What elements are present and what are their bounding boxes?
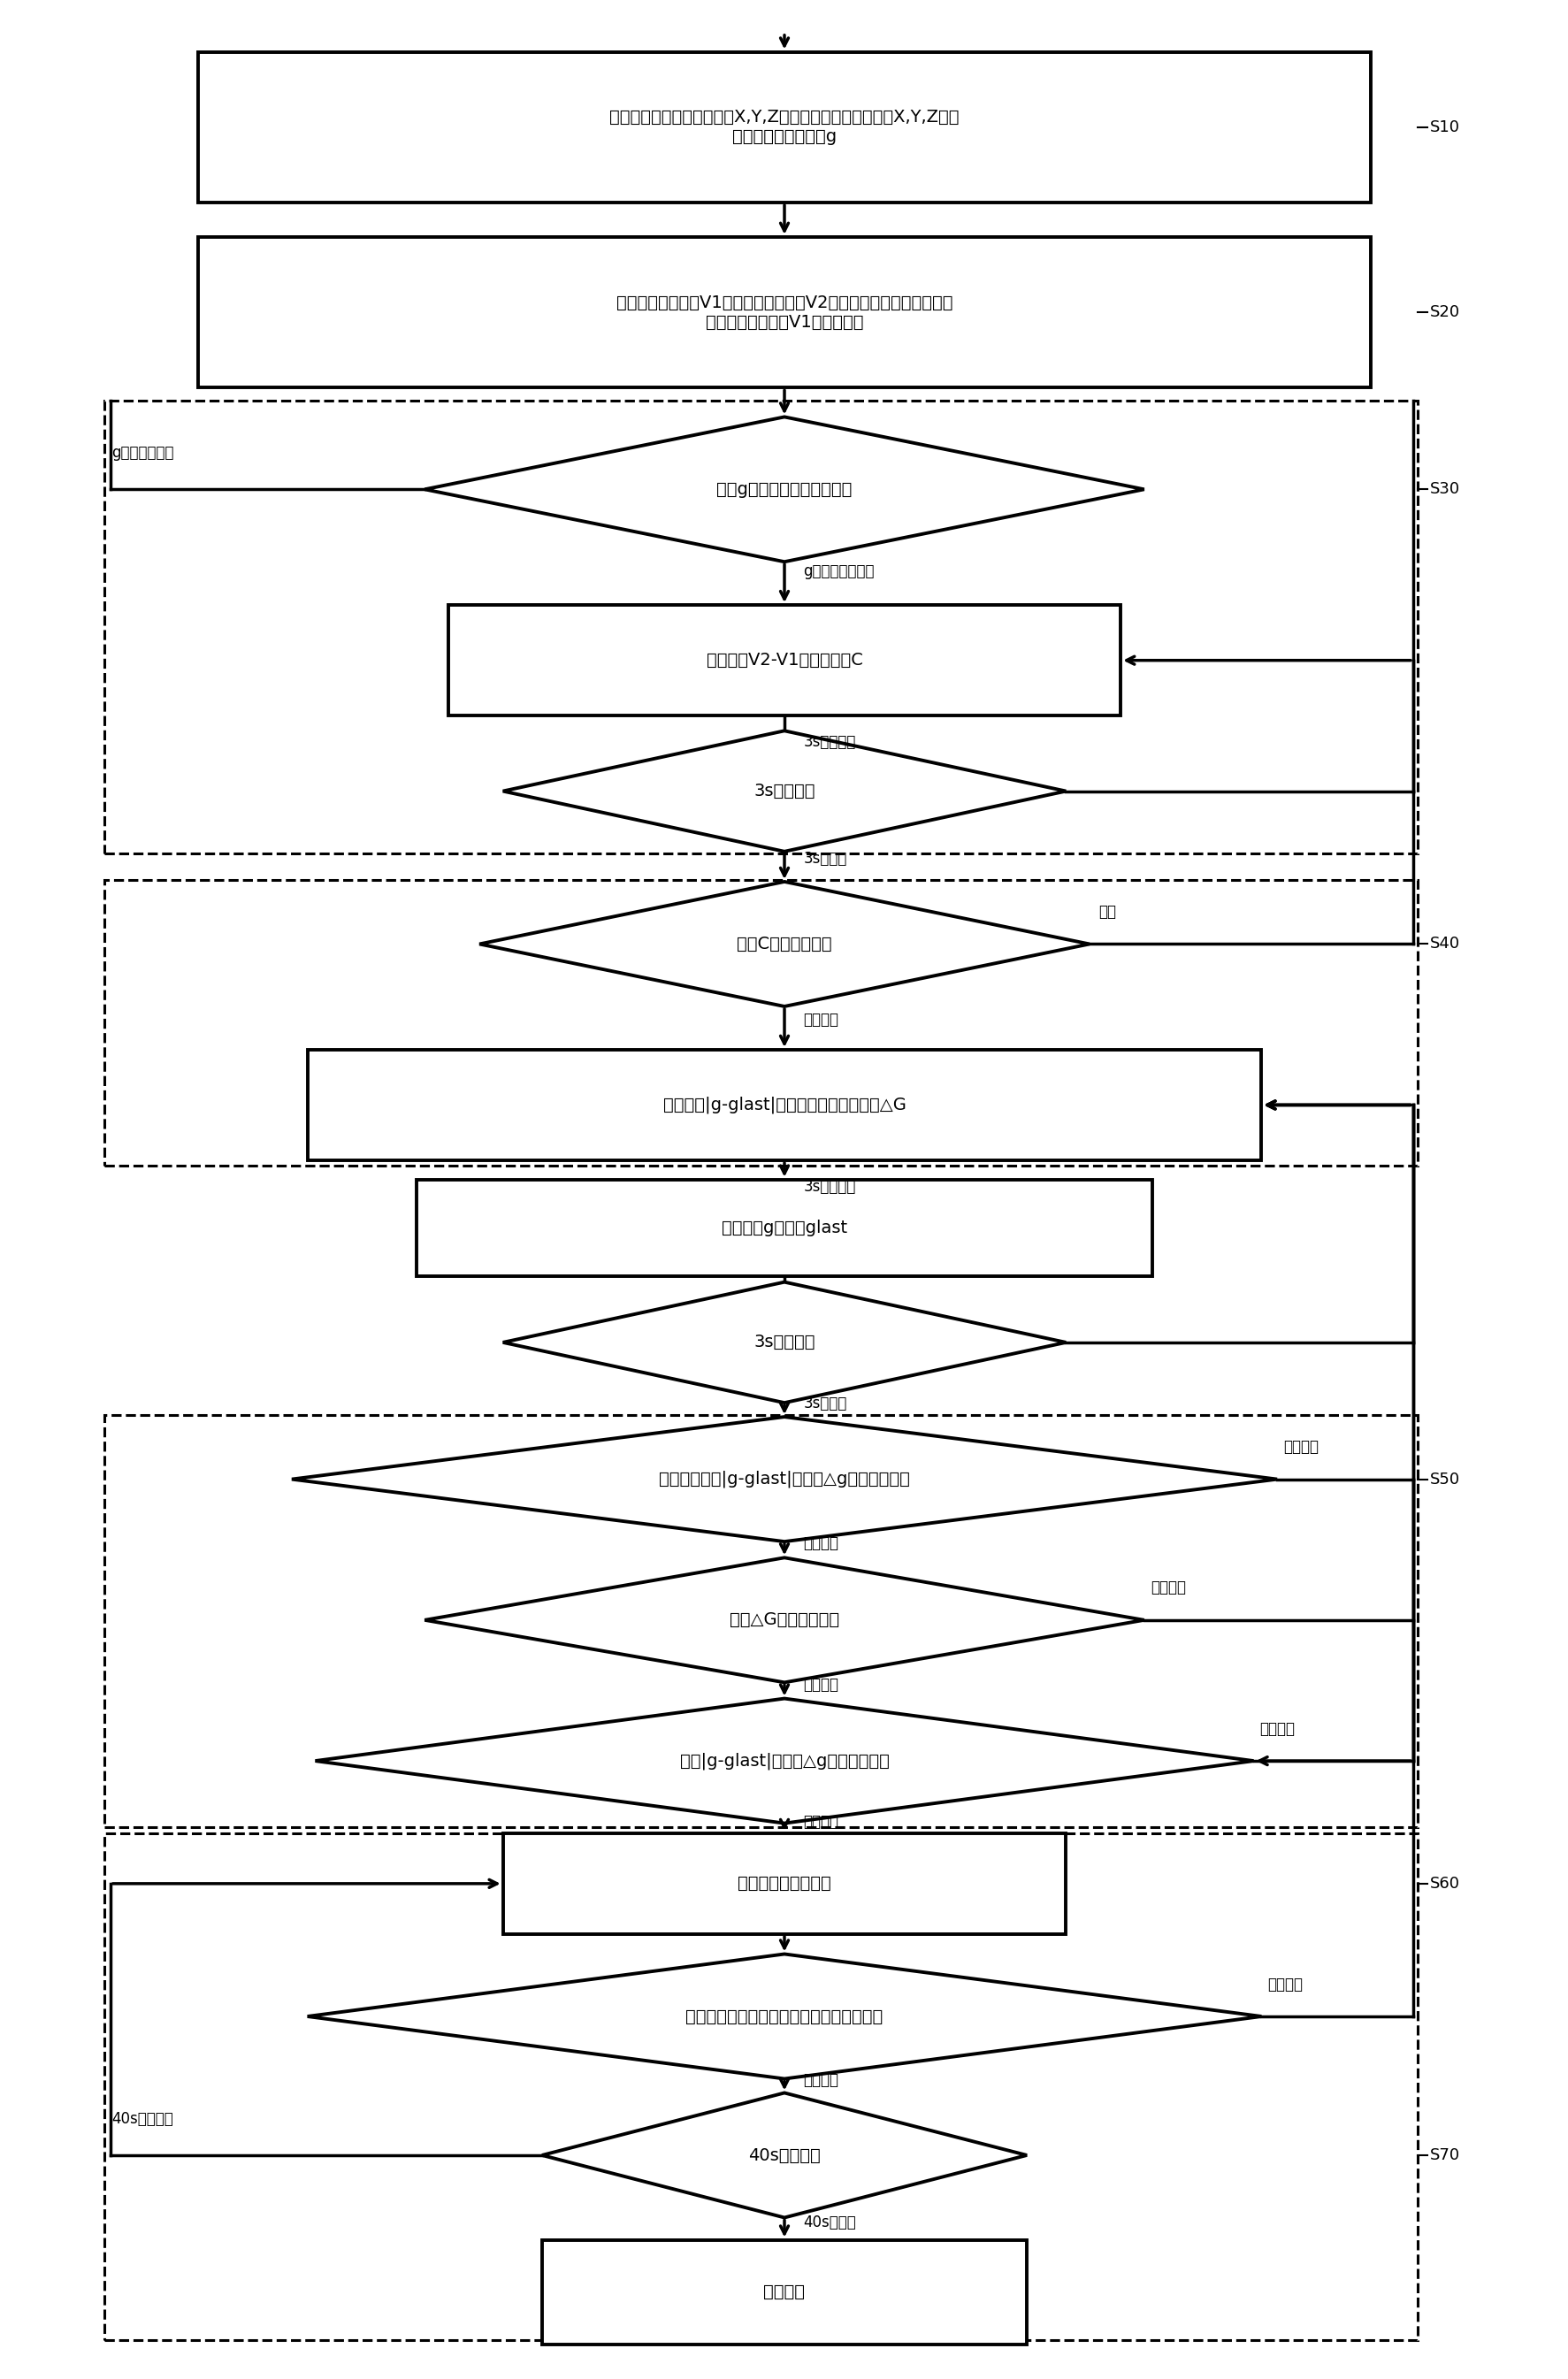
Text: S60: S60 xyxy=(1430,1875,1460,1891)
FancyBboxPatch shape xyxy=(198,52,1370,202)
Text: 累加计算V2-V1的速度差值C: 累加计算V2-V1的速度差值C xyxy=(706,652,862,668)
Text: 3s时间阈值: 3s时间阈值 xyxy=(753,783,815,799)
Text: 小于阈值: 小于阈值 xyxy=(803,1534,839,1551)
FancyBboxPatch shape xyxy=(307,1049,1261,1161)
Text: S30: S30 xyxy=(1430,481,1460,497)
Text: 计算三轴的角度偏移: 计算三轴的角度偏移 xyxy=(737,1875,831,1891)
Text: 3s时间到: 3s时间到 xyxy=(803,852,847,866)
Text: 检测最近一次|g-glast|瞬间值△g是否大于阈值: 检测最近一次|g-glast|瞬间值△g是否大于阈值 xyxy=(659,1470,909,1487)
Text: 超出阈值: 超出阈值 xyxy=(803,1011,839,1028)
Text: 正常: 正常 xyxy=(1098,904,1116,921)
Text: 大于阈值: 大于阈值 xyxy=(1259,1720,1295,1737)
Text: g瞬间值小于阈值: g瞬间值小于阈值 xyxy=(803,564,873,580)
Text: 40s时间到: 40s时间到 xyxy=(803,2215,856,2232)
Text: 小于阈值: 小于阈值 xyxy=(803,2072,839,2089)
Polygon shape xyxy=(307,1953,1261,2079)
Text: 40s时间阈值: 40s时间阈值 xyxy=(748,2146,820,2163)
Text: 记录当前g值作为glast: 记录当前g值作为glast xyxy=(721,1220,847,1237)
Text: S50: S50 xyxy=(1430,1470,1460,1487)
Text: 累加计算|g-glast|的值作为运动强度标志△G: 累加计算|g-glast|的值作为运动强度标志△G xyxy=(663,1097,905,1113)
Text: 大于阈值: 大于阈值 xyxy=(1267,1977,1303,1991)
Text: 3s时间阈值: 3s时间阈值 xyxy=(753,1335,815,1351)
Text: 检测g的瞬间值是否小于阈值: 检测g的瞬间值是否小于阈值 xyxy=(717,481,851,497)
FancyBboxPatch shape xyxy=(541,2239,1027,2343)
Text: g处于正常范围: g处于正常范围 xyxy=(111,445,174,462)
Text: 3s时间未到: 3s时间未到 xyxy=(803,1178,855,1194)
FancyBboxPatch shape xyxy=(417,1180,1151,1275)
Polygon shape xyxy=(425,1558,1143,1682)
Text: 小于阈值: 小于阈值 xyxy=(803,1677,839,1691)
Polygon shape xyxy=(315,1699,1253,1822)
FancyBboxPatch shape xyxy=(448,604,1120,716)
Text: 检测|g-glast|瞬间值△g是否大于阈值: 检测|g-glast|瞬间值△g是否大于阈值 xyxy=(679,1753,889,1770)
Text: 大于阈值: 大于阈值 xyxy=(1283,1439,1319,1456)
Text: 大于阈值: 大于阈值 xyxy=(1149,1580,1185,1596)
Text: 40s时间未到: 40s时间未到 xyxy=(111,2110,174,2127)
Text: 3s时间到: 3s时间到 xyxy=(803,1396,847,1411)
Text: S40: S40 xyxy=(1430,935,1460,952)
Text: 获取三轴加速度传感器的值X,Y,Z，将三轴加速度传感器值X,Y,Z整合
成统一的综合加速度g: 获取三轴加速度传感器的值X,Y,Z，将三轴加速度传感器值X,Y,Z整合 成统一的… xyxy=(610,109,958,145)
FancyBboxPatch shape xyxy=(198,238,1370,388)
Polygon shape xyxy=(480,883,1088,1006)
Text: 检测△G是否大于阈值: 检测△G是否大于阈值 xyxy=(729,1611,839,1630)
Polygon shape xyxy=(292,1418,1276,1542)
Polygon shape xyxy=(425,416,1143,561)
Text: S10: S10 xyxy=(1430,119,1460,136)
Text: S70: S70 xyxy=(1430,2148,1460,2163)
Text: 跌倒成立: 跌倒成立 xyxy=(764,2284,804,2300)
Text: 计算垂直运动速度V1和非旋转状态速度V2，利用抵消正直积分因子弱
化垂直运动速度值V1中其他动作: 计算垂直运动速度V1和非旋转状态速度V2，利用抵消正直积分因子弱 化垂直运动速度… xyxy=(616,295,952,331)
Polygon shape xyxy=(503,1282,1065,1404)
Polygon shape xyxy=(541,2094,1027,2217)
Text: 3s时间未到: 3s时间未到 xyxy=(803,733,855,749)
Text: S20: S20 xyxy=(1430,305,1460,321)
Text: 小于阈值: 小于阈值 xyxy=(803,1815,839,1829)
Text: 检测计算得到的任一角度是否大于偏移阈值: 检测计算得到的任一角度是否大于偏移阈值 xyxy=(685,2008,883,2025)
Text: 判断C是否超出阈值: 判断C是否超出阈值 xyxy=(737,935,831,952)
FancyBboxPatch shape xyxy=(503,1834,1065,1934)
Polygon shape xyxy=(503,730,1065,852)
